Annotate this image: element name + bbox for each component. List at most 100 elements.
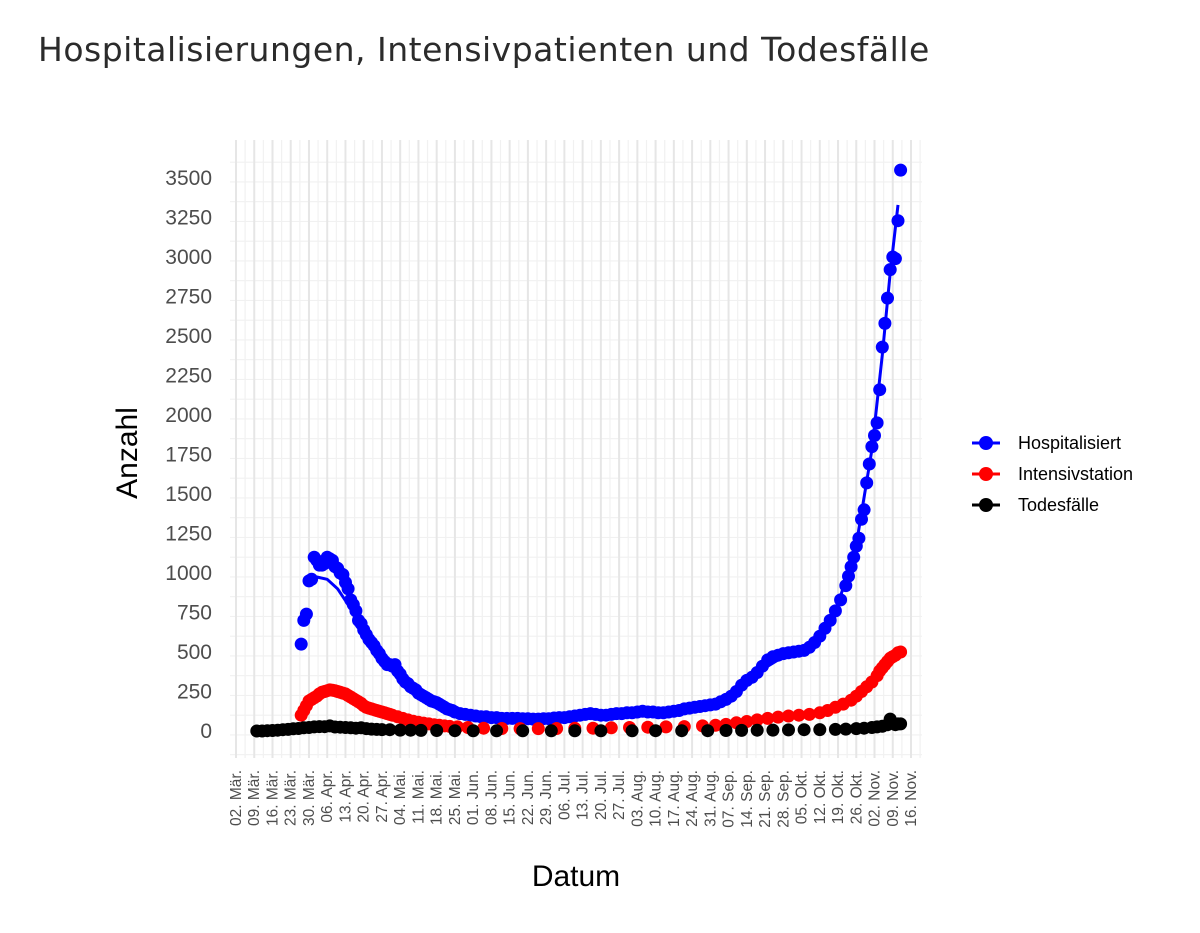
data-point bbox=[782, 723, 795, 737]
y-tick-label: 1000 bbox=[165, 562, 212, 585]
legend-key-point bbox=[979, 498, 993, 512]
x-tick-label: 12. Okt. bbox=[812, 770, 829, 824]
x-tick-label: 28. Sep. bbox=[775, 770, 792, 828]
data-point bbox=[802, 707, 816, 721]
data-point bbox=[797, 723, 811, 737]
data-point bbox=[625, 724, 639, 738]
x-tick-label: 20. Jul. bbox=[593, 770, 610, 820]
y-tick-label: 1750 bbox=[165, 444, 212, 467]
data-point bbox=[604, 721, 618, 735]
plot-series bbox=[250, 163, 908, 738]
x-tick-label: 20. Apr. bbox=[356, 770, 373, 823]
x-tick-label: 27. Apr. bbox=[374, 770, 391, 823]
x-tick-label: 03. Aug. bbox=[629, 770, 646, 827]
data-point bbox=[719, 724, 733, 737]
data-point bbox=[870, 416, 884, 430]
data-point bbox=[404, 723, 418, 737]
legend-key-point bbox=[979, 467, 993, 481]
legend-item: Hospitalisiert bbox=[972, 433, 1121, 453]
x-tick-label: 30. Mär. bbox=[301, 770, 318, 826]
data-point bbox=[894, 645, 908, 659]
y-tick-label: 750 bbox=[177, 602, 212, 625]
legend-label: Todesfälle bbox=[1018, 495, 1099, 515]
data-point bbox=[294, 637, 308, 651]
data-point bbox=[649, 724, 663, 738]
x-tick-label: 26. Okt. bbox=[848, 770, 865, 824]
data-point bbox=[750, 713, 764, 727]
plot-panel bbox=[230, 140, 922, 758]
data-point bbox=[383, 723, 397, 737]
y-tick-label: 2000 bbox=[165, 404, 212, 427]
x-tick-label: 15. Jun. bbox=[502, 770, 519, 825]
x-tick-label: 19. Okt. bbox=[830, 770, 847, 824]
x-tick-label: 05. Okt. bbox=[794, 770, 811, 824]
x-tick-label: 17. Aug. bbox=[666, 770, 683, 827]
x-tick-label: 24. Aug. bbox=[684, 770, 701, 827]
x-tick-label: 18. Mai. bbox=[429, 770, 446, 825]
data-point bbox=[839, 722, 853, 736]
y-axis-ticks: 0 250 500 750 1000 1250 1500 1750 2000 2250 2500 27… bbox=[165, 167, 212, 743]
data-point bbox=[828, 722, 842, 736]
data-point bbox=[594, 724, 608, 738]
x-axis-ticks: 02. Mär. 09. Mär. 16. Mär. 23. Mär. 30. Mär.… bbox=[228, 770, 920, 828]
data-point bbox=[568, 724, 582, 738]
data-point bbox=[430, 724, 444, 737]
data-point bbox=[393, 723, 407, 737]
legend-label: Intensivstation bbox=[1018, 464, 1133, 484]
data-point bbox=[531, 722, 545, 736]
legend-item: Todesfälle bbox=[972, 495, 1099, 515]
data-point bbox=[544, 724, 558, 738]
data-point bbox=[782, 709, 795, 723]
legend-label: Hospitalisiert bbox=[1018, 433, 1121, 453]
grid bbox=[230, 140, 922, 758]
y-tick-label: 3500 bbox=[165, 167, 212, 190]
x-tick-label: 08. Jun. bbox=[483, 770, 500, 825]
x-tick-label: 06. Jul. bbox=[556, 770, 573, 820]
y-tick-label: 3250 bbox=[165, 207, 212, 230]
data-point bbox=[766, 723, 780, 737]
data-point bbox=[701, 724, 715, 738]
legend-item: Intensivstation bbox=[972, 464, 1133, 484]
data-point bbox=[490, 724, 504, 738]
smooth-line bbox=[308, 204, 900, 720]
x-tick-label: 16. Mär. bbox=[264, 770, 281, 826]
y-tick-label: 500 bbox=[177, 641, 212, 664]
x-tick-label: 09. Mär. bbox=[246, 770, 263, 826]
x-tick-label: 10. Aug. bbox=[648, 770, 665, 827]
y-tick-label: 3000 bbox=[165, 246, 212, 269]
x-tick-label: 13. Jul. bbox=[575, 770, 592, 820]
y-tick-label: 1250 bbox=[165, 523, 212, 546]
y-tick-label: 1500 bbox=[165, 483, 212, 506]
x-tick-label: 27. Jul. bbox=[611, 770, 628, 820]
data-point bbox=[761, 711, 775, 725]
y-axis-title: Anzahl bbox=[111, 407, 144, 499]
x-tick-label: 14. Sep. bbox=[739, 770, 756, 828]
data-point bbox=[894, 717, 908, 731]
x-tick-label: 29. Jun. bbox=[538, 770, 555, 825]
data-point bbox=[792, 708, 806, 722]
page-title: Hospitalisierungen, Intensivpatienten un… bbox=[38, 30, 930, 69]
y-tick-label: 250 bbox=[177, 681, 212, 704]
x-axis-title: Datum bbox=[532, 860, 620, 893]
legend: Hospitalisiert Intensivstation Todesfälle bbox=[972, 433, 1133, 515]
x-tick-label: 31. Aug. bbox=[702, 770, 719, 827]
data-point bbox=[516, 724, 530, 738]
x-tick-label: 11. Mai. bbox=[410, 770, 427, 824]
x-tick-label: 22. Jun. bbox=[520, 770, 537, 825]
x-tick-label: 04. Mai. bbox=[392, 770, 409, 825]
y-tick-label: 0 bbox=[200, 720, 212, 743]
x-tick-label: 01. Jun. bbox=[465, 770, 482, 825]
x-tick-label: 25. Mai. bbox=[447, 770, 464, 825]
x-tick-label: 07. Sep. bbox=[721, 770, 738, 828]
data-point bbox=[466, 724, 480, 738]
data-point bbox=[477, 721, 491, 735]
x-tick-label: 02. Nov. bbox=[867, 770, 884, 827]
data-point bbox=[299, 607, 313, 621]
data-point bbox=[448, 724, 462, 738]
data-point bbox=[813, 723, 827, 737]
x-tick-label: 06. Apr. bbox=[319, 770, 336, 823]
legend-key-point bbox=[979, 436, 993, 450]
series-hospitalisiert bbox=[294, 163, 908, 726]
x-tick-label: 23. Mär. bbox=[283, 770, 300, 826]
